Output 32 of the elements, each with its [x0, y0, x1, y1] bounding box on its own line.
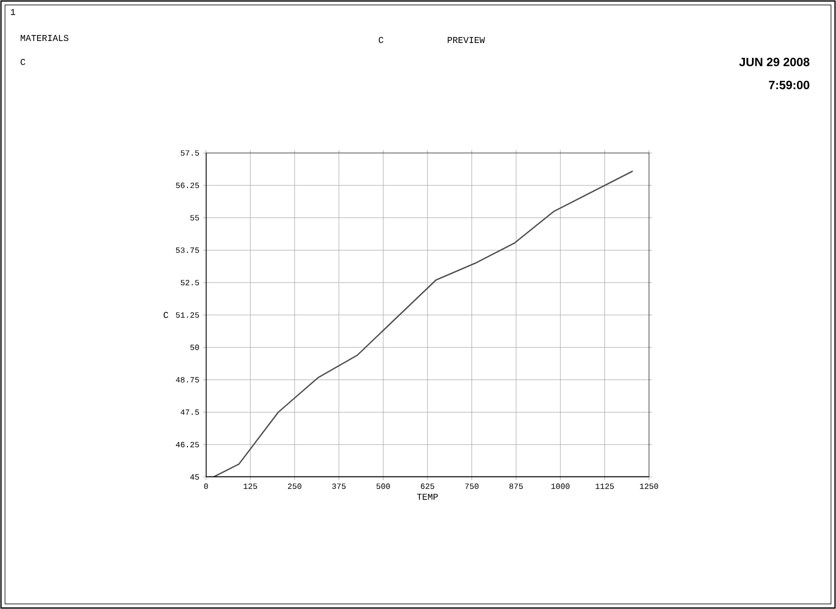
x-tick-label: 0 — [204, 484, 208, 489]
x-tick-label: 250 — [288, 484, 302, 489]
line-series — [212, 170, 634, 477]
x-tick-label: 625 — [420, 484, 434, 489]
y-tick-label: 51.25 — [176, 312, 199, 318]
y-tick-label: 46.25 — [176, 442, 199, 448]
chart-title: C — [378, 36, 384, 44]
x-tick-label: 1000 — [551, 484, 570, 489]
x-tick-label: 750 — [465, 484, 479, 489]
text: MATERIALS — [20, 34, 68, 42]
x-tick-label: 375 — [332, 484, 346, 489]
y-tick-label: 45 — [190, 474, 199, 480]
x-axis-title: TEMP — [417, 494, 438, 500]
text: 7:59:00 — [768, 80, 810, 90]
x-tick-label: 125 — [244, 484, 257, 489]
y-tick-label: 50 — [190, 344, 199, 350]
x-tick-label: 875 — [509, 484, 523, 489]
text: C — [20, 58, 26, 66]
text: JUN 29 2008 — [739, 58, 810, 66]
y-tick-label: 53.75 — [176, 247, 199, 253]
x-tick-label: 500 — [376, 484, 390, 489]
y-tick-label: 56.25 — [176, 182, 199, 188]
x-tick-label: 1250 — [640, 484, 658, 489]
y-tick-label: 52.5 — [180, 280, 199, 286]
y-tick-label: 57.5 — [180, 150, 199, 156]
text: 1 — [10, 9, 16, 15]
y-axis-title: C — [164, 312, 168, 318]
y-tick-label: 47.5 — [180, 410, 199, 415]
y-tick-label: 48.75 — [176, 377, 199, 382]
chart-subtitle: PREVIEW — [448, 37, 485, 43]
x-tick-label: 1125 — [596, 484, 614, 489]
y-tick-label: 55 — [190, 215, 199, 220]
